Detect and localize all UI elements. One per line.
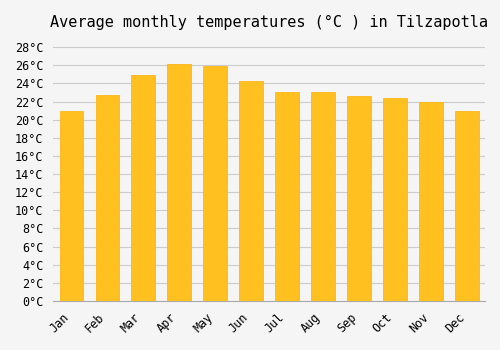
Bar <box>420 103 442 301</box>
Bar <box>60 111 83 301</box>
Bar <box>312 92 335 301</box>
Bar <box>132 75 155 301</box>
Bar <box>96 95 119 301</box>
Title: Average monthly temperatures (°C ) in Tilzapotla: Average monthly temperatures (°C ) in Ti… <box>50 15 488 30</box>
Bar <box>204 66 227 301</box>
Bar <box>456 111 478 301</box>
Bar <box>168 64 191 301</box>
Bar <box>348 96 371 301</box>
Bar <box>276 92 299 301</box>
Bar <box>240 81 263 301</box>
Bar <box>384 98 406 301</box>
